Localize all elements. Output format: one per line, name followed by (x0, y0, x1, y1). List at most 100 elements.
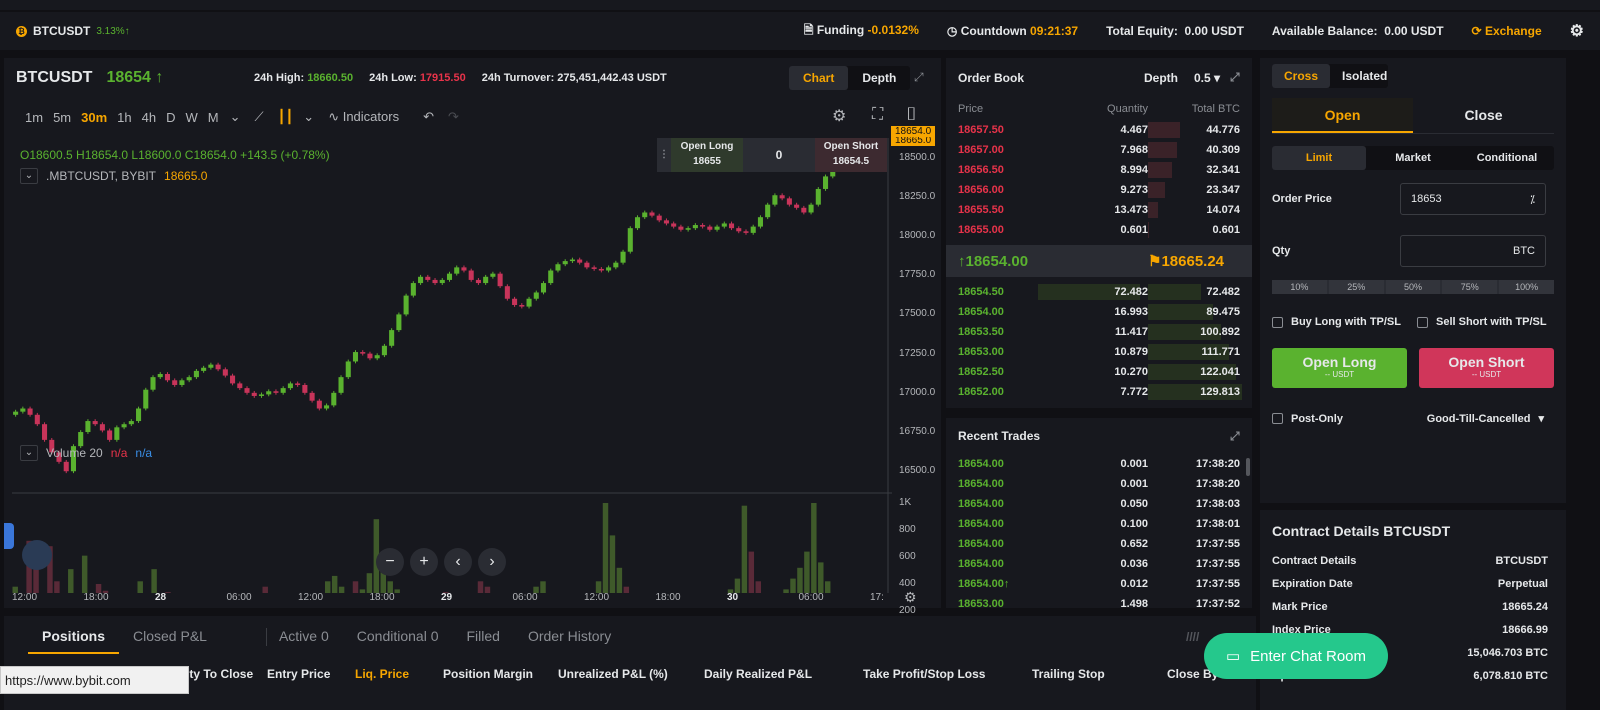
depth-select[interactable]: 0.5 ▾ (1194, 71, 1220, 85)
col-position-margin[interactable]: Position Margin (443, 667, 533, 681)
buy-long-tpsl-checkbox[interactable]: Buy Long with TP/SL (1272, 316, 1401, 328)
timeframe-M[interactable]: M (207, 109, 219, 125)
percent-toggle-icon[interactable]: ⁒ (1530, 193, 1535, 206)
expand-icon[interactable]: ⤢ (1230, 429, 1240, 443)
funding-rate[interactable]: 🗎 Funding -0.0132% (804, 21, 919, 42)
percent-step-75[interactable]: 75% (1442, 280, 1498, 294)
time-in-force-select[interactable]: Good-Till-Cancelled ▾ (1427, 412, 1554, 426)
percent-step-25[interactable]: 25% (1328, 280, 1384, 294)
fullscreen-icon[interactable]: ⛶ (872, 106, 884, 123)
col-close-by[interactable]: Close By (1167, 667, 1219, 681)
zoom-out-button[interactable]: − (376, 548, 404, 576)
tab-depth[interactable]: Depth (862, 71, 897, 85)
order-book-row[interactable]: 18653.00 10.879 111.771 (946, 342, 1252, 362)
quick-open-long[interactable]: Open Long 18655 (671, 138, 743, 172)
scrollbar[interactable] (1246, 458, 1250, 476)
tab-order-history[interactable]: Order History (527, 628, 612, 644)
qty-percent-slider[interactable]: 10% 25% 50% 75% 100% (1272, 280, 1554, 294)
drag-handle-icon[interactable]: ⋮ (659, 149, 669, 160)
open-long-button[interactable]: Open Long -- USDT (1272, 348, 1407, 388)
order-book-row[interactable]: 18654.50 72.482 72.482 (946, 282, 1252, 302)
expand-icon[interactable]: ⤢ (914, 70, 924, 84)
tab-open[interactable]: Open (1272, 98, 1413, 133)
collapse-chevron-icon[interactable]: ⌄ (20, 168, 38, 184)
col-entry-price[interactable]: Entry Price (267, 667, 331, 681)
order-book-row[interactable]: 18657.00 7.968 40.309 (946, 140, 1252, 160)
cloud-logo-icon[interactable] (22, 540, 52, 570)
collapse-chevron-icon[interactable]: ⌄ (20, 445, 38, 461)
timeframe-W[interactable]: W (185, 109, 198, 125)
order-book-row[interactable]: 18652.50 10.270 122.041 (946, 362, 1252, 382)
tab-close[interactable]: Close (1464, 107, 1503, 123)
order-book-row[interactable]: 18655.00 0.601 0.601 (946, 220, 1252, 240)
col-daily-realized-p-l[interactable]: Daily Realized P&L (704, 667, 813, 681)
percent-step-100[interactable]: 100% (1499, 280, 1554, 294)
side-drawer-tab[interactable] (4, 523, 14, 549)
candle (143, 389, 149, 409)
tab-positions[interactable]: Positions (28, 618, 120, 654)
order-quantity: 11.417 (1114, 326, 1148, 338)
order-book-row[interactable]: 18657.50 4.467 44.776 (946, 120, 1252, 140)
order-book-row[interactable]: 18655.50 13.473 14.074 (946, 200, 1252, 220)
qty-input[interactable]: BTC (1400, 235, 1546, 267)
price-tag-index: 18665.0 (891, 135, 936, 146)
timeframe-D[interactable]: D (166, 109, 176, 125)
undo-icon[interactable]: ↶ (423, 109, 434, 124)
timeframe-30m[interactable]: 30m (81, 109, 108, 125)
clock-icon: ◷ (946, 24, 958, 38)
col-trailing-stop[interactable]: Trailing Stop (1032, 667, 1105, 681)
percent-step-10[interactable]: 10% (1272, 280, 1327, 294)
order-book-row[interactable]: 18656.50 8.994 32.341 (946, 160, 1252, 180)
col-liq-price[interactable]: Liq. Price (355, 667, 410, 681)
settings-icon[interactable]: ⚙ (832, 108, 847, 125)
candle (70, 446, 76, 472)
scroll-right-button[interactable]: › (478, 548, 506, 576)
tab-filled[interactable]: Filled (466, 628, 500, 644)
expand-icon[interactable]: ⤢ (1230, 70, 1240, 84)
percent-step-50[interactable]: 50% (1385, 280, 1441, 294)
axis-settings-icon[interactable]: ⚙ (904, 589, 917, 605)
tab-active-0[interactable]: Active 0 (278, 628, 329, 644)
exchange-link[interactable]: ⟳ Exchange (1472, 24, 1542, 38)
quick-qty[interactable]: 0 (775, 148, 783, 162)
symbol-selector[interactable]: ₿ BTCUSDT 3.13%↑ (16, 24, 130, 38)
order-type-conditional[interactable]: Conditional (1476, 152, 1538, 164)
post-only-checkbox[interactable]: Post-Only (1272, 412, 1343, 425)
line-chart-icon[interactable]: ⟋ (254, 109, 264, 124)
order-type-limit[interactable]: Limit (1272, 146, 1366, 170)
open-short-button[interactable]: Open Short -- USDT (1419, 348, 1554, 388)
timeframe-4h[interactable]: 4h (141, 109, 157, 125)
chevron-down-icon[interactable]: ⌄ (303, 109, 315, 124)
sell-short-tpsl-checkbox[interactable]: Sell Short with TP/SL (1417, 316, 1547, 328)
margin-cross[interactable]: Cross (1272, 64, 1331, 88)
order-type-market[interactable]: Market (1395, 152, 1431, 164)
chevron-down-icon[interactable]: ⌄ (229, 109, 241, 124)
order-book-row[interactable]: 18654.00 16.993 89.475 (946, 302, 1252, 322)
tab-closed-p-l[interactable]: Closed P&L (133, 628, 207, 644)
camera-icon[interactable]: ⌷ (906, 104, 917, 124)
redo-icon[interactable]: ↷ (448, 109, 459, 124)
settings-gear-icon[interactable]: ⚙ (1569, 23, 1584, 40)
candle (403, 295, 409, 315)
order-price-input[interactable]: 18653 ⁒ (1400, 183, 1546, 215)
tab-conditional-0[interactable]: Conditional 0 (356, 628, 439, 644)
candle (577, 259, 583, 263)
margin-isolated[interactable]: Isolated (1342, 69, 1388, 83)
enter-chat-room-button[interactable]: ▭ Enter Chat Room (1204, 633, 1388, 679)
scroll-left-button[interactable]: ‹ (444, 548, 472, 576)
tab-chart[interactable]: Chart (789, 66, 849, 90)
candlestick-icon[interactable]: ┃┃ (277, 109, 294, 124)
col-unrealized-p-l-[interactable]: Unrealized P&L (%) (558, 667, 668, 681)
price-chart[interactable] (12, 138, 892, 593)
zoom-in-button[interactable]: + (410, 548, 438, 576)
col-take-profit-stop-loss[interactable]: Take Profit/Stop Loss (863, 667, 986, 681)
timeframe-5m[interactable]: 5m (53, 109, 72, 125)
quick-open-short[interactable]: Open Short 18654.5 (815, 138, 887, 172)
indicators-button[interactable]: ∿ Indicators (328, 109, 399, 125)
col-qty-to-close[interactable]: Qty To Close (180, 667, 254, 681)
timeframe-1m[interactable]: 1m (25, 109, 44, 125)
order-book-row[interactable]: 18653.50 11.417 100.892 (946, 322, 1252, 342)
order-book-row[interactable]: 18652.00 7.772 129.813 (946, 382, 1252, 402)
timeframe-1h[interactable]: 1h (117, 109, 132, 125)
order-book-row[interactable]: 18656.00 9.273 23.347 (946, 180, 1252, 200)
